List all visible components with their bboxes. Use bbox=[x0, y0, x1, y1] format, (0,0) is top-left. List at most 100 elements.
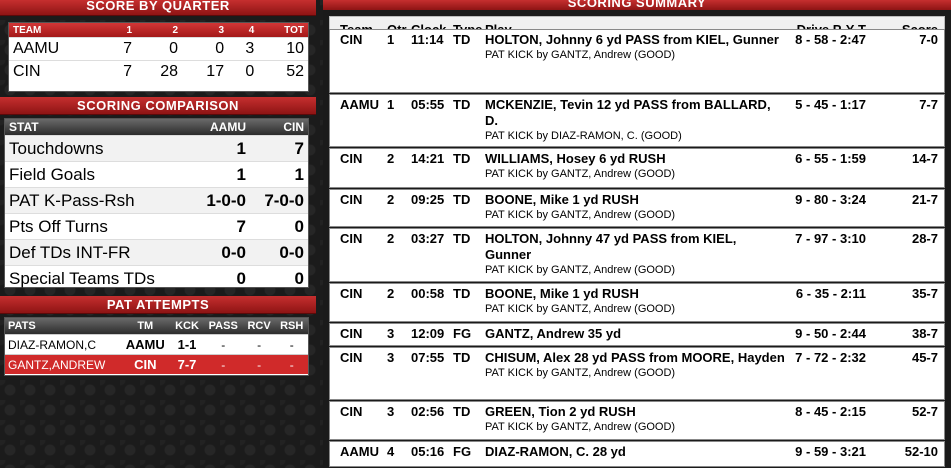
stat-value: 0-0 bbox=[192, 239, 250, 266]
table-cell: - bbox=[242, 354, 276, 374]
column-header: PASS bbox=[203, 318, 243, 335]
pat-description: PAT KICK by GANTZ, Andrew (GOOD) bbox=[485, 367, 676, 379]
pat-description: PAT KICK by GANTZ, Andrew (GOOD) bbox=[485, 49, 676, 61]
clock-cell: 05:16 bbox=[411, 444, 445, 459]
stat-label: Field Goals bbox=[5, 161, 193, 188]
table-row: Special Teams TDs 0 0 bbox=[5, 265, 308, 291]
type-cell: TD bbox=[453, 404, 471, 419]
column-header: CIN bbox=[250, 119, 308, 136]
scoring-summary-panel: Team Qtr Clock Type Play Drive P-Y-T Sco… bbox=[323, 10, 951, 468]
play-description: DIAZ-RAMON, C. 28 yd bbox=[485, 444, 626, 459]
team-cell: CIN bbox=[340, 404, 363, 419]
team-cell: AAMU bbox=[340, 97, 379, 112]
play-cell: WILLIAMS, Hosey 6 yd RUSH PAT KICK by GAN… bbox=[485, 151, 785, 181]
clock-cell: 09:25 bbox=[411, 192, 445, 207]
play-cell: MCKENZIE, Tevin 12 yd PASS from BALLARD,… bbox=[485, 97, 785, 143]
pat-attempts-table: PATS TM KCK PASS RCV RSH DIAZ-RAMON,C AA… bbox=[4, 317, 309, 376]
table-header-row: PATS TM KCK PASS RCV RSH bbox=[5, 318, 308, 335]
clock-cell: 11:14 bbox=[411, 32, 444, 47]
play-description: CHISUM, Alex 28 yd PASS from MOORE, Hayd… bbox=[485, 350, 785, 365]
scoring-play-row: CIN 2 14:21 TD WILLIAMS, Hosey 6 yd RUSH PAT … bbox=[329, 148, 945, 188]
play-description: WILLIAMS, Hosey 6 yd RUSH bbox=[485, 151, 666, 166]
pat-description: PAT KICK by DIAZ-RAMON, C. (GOOD) bbox=[485, 130, 682, 142]
score-cell: 52-10 bbox=[904, 444, 938, 459]
team-cell: AAMU bbox=[9, 37, 106, 61]
scoring-play-row: AAMU 1 05:55 TD MCKENZIE, Tevin 12 yd PASS f… bbox=[329, 94, 945, 147]
quarter-cell: 3 bbox=[387, 326, 395, 341]
stat-label: Pts Off Turns bbox=[5, 213, 193, 240]
table-cell: - bbox=[203, 334, 243, 355]
type-cell: TD bbox=[453, 97, 471, 112]
table-row: Pts Off Turns 7 0 bbox=[5, 213, 308, 240]
quarter-cell: 4 bbox=[387, 444, 395, 459]
play-cell: BOONE, Mike 1 yd RUSH PAT KICK by GANTZ, … bbox=[485, 192, 785, 222]
quarter-cell: 2 bbox=[387, 231, 395, 246]
stat-value: 1 bbox=[250, 161, 308, 188]
column-header: 4 bbox=[228, 23, 259, 38]
play-description: HOLTON, Johnny 47 yd PASS from KIEL, Gun… bbox=[485, 231, 737, 262]
team-cell: CIN bbox=[9, 60, 106, 83]
column-header: TEAM bbox=[9, 23, 106, 38]
column-header: PATS bbox=[5, 318, 121, 335]
score-cell: 7-0 bbox=[919, 32, 938, 47]
play-cell: GREEN, Tion 2 yd RUSH PAT KICK by GANTZ, … bbox=[485, 404, 785, 434]
table-row: Field Goals 1 1 bbox=[5, 161, 308, 188]
pat-description: PAT KICK by GANTZ, Andrew (GOOD) bbox=[485, 421, 676, 433]
table-row: PAT K-Pass-Rsh 1-0-0 7-0-0 bbox=[5, 187, 308, 214]
stat-value: 0 bbox=[250, 265, 308, 291]
drive-cell: 5 - 45 - 1:17 bbox=[795, 97, 866, 112]
play-description: HOLTON, Johnny 6 yd PASS from KIEL, Gunn… bbox=[485, 32, 779, 47]
play-cell: GANTZ, Andrew 35 yd bbox=[485, 326, 785, 342]
column-header: 1 bbox=[105, 23, 136, 38]
pat-description: PAT KICK by GANTZ, Andrew (GOOD) bbox=[485, 264, 676, 276]
play-description: BOONE, Mike 1 yd RUSH bbox=[485, 286, 639, 301]
stat-value: 0 bbox=[192, 265, 250, 291]
pat-description: PAT KICK by GANTZ, Andrew (GOOD) bbox=[485, 209, 676, 221]
score-by-quarter-title: SCORE BY QUARTER bbox=[0, 0, 316, 16]
clock-cell: 05:55 bbox=[411, 97, 445, 112]
stat-value: 1 bbox=[192, 135, 250, 162]
column-header: RSH bbox=[275, 318, 308, 335]
type-cell: TD bbox=[453, 32, 471, 47]
drive-cell: 9 - 80 - 3:24 bbox=[795, 192, 866, 207]
team-cell: CIN bbox=[340, 151, 363, 166]
play-cell: HOLTON, Johnny 6 yd PASS from KIEL, Gunn… bbox=[485, 32, 785, 62]
table-header-row: STAT AAMU CIN bbox=[5, 119, 308, 136]
score-cell: 21-7 bbox=[911, 192, 938, 207]
table-row: DIAZ-RAMON,C AAMU 1-1 - - - bbox=[5, 334, 308, 355]
score-cell: 38-7 bbox=[911, 326, 938, 341]
quarter-cell: 2 bbox=[387, 286, 395, 301]
play-description: GANTZ, Andrew 35 yd bbox=[485, 326, 622, 341]
drive-cell: 8 - 45 - 2:15 bbox=[795, 404, 866, 419]
type-cell: TD bbox=[453, 151, 471, 166]
score-cell: 45-7 bbox=[911, 350, 938, 365]
table-row: AAMU 7 0 0 3 10 bbox=[9, 37, 308, 61]
player-name: DIAZ-RAMON,C bbox=[5, 334, 121, 355]
team-cell: CIN bbox=[120, 354, 171, 374]
clock-cell: 07:55 bbox=[411, 350, 445, 365]
scoring-play-row: CIN 3 02:56 TD GREEN, Tion 2 yd RUSH PAT KICK… bbox=[329, 401, 945, 440]
stat-label: Special Teams TDs bbox=[5, 265, 193, 291]
scoring-play-row: CIN 2 00:58 TD BOONE, Mike 1 yd RUSH PAT KICK… bbox=[329, 283, 945, 322]
quarter-cell: 3 bbox=[387, 404, 395, 419]
scoring-play-row: AAMU 4 05:16 FG DIAZ-RAMON, C. 28 yd 9 - 59 -… bbox=[329, 441, 945, 467]
table-cell: 17 bbox=[182, 60, 229, 83]
scoring-play-row: CIN 2 03:27 TD HOLTON, Johnny 47 yd PASS fro… bbox=[329, 228, 945, 282]
table-row: Touchdowns 1 7 bbox=[5, 135, 308, 162]
drive-cell: 7 - 97 - 3:10 bbox=[795, 231, 866, 246]
table-cell: - bbox=[275, 354, 308, 374]
table-cell: 0 bbox=[136, 37, 183, 61]
total-cell: 10 bbox=[258, 37, 308, 61]
team-cell: CIN bbox=[340, 32, 363, 47]
play-description: MCKENZIE, Tevin 12 yd PASS from BALLARD,… bbox=[485, 97, 771, 128]
table-cell: 1-1 bbox=[170, 334, 204, 355]
table-cell: 0 bbox=[228, 60, 259, 83]
column-header: RCV bbox=[242, 318, 276, 335]
type-cell: TD bbox=[453, 350, 471, 365]
score-cell: 35-7 bbox=[911, 286, 938, 301]
quarter-cell: 1 bbox=[387, 97, 395, 112]
clock-cell: 00:58 bbox=[411, 286, 445, 301]
scoring-play-row: CIN 3 12:09 FG GANTZ, Andrew 35 yd 9 - 50 - 2… bbox=[329, 323, 945, 346]
stat-label: Touchdowns bbox=[5, 135, 193, 162]
drive-cell: 6 - 55 - 1:59 bbox=[795, 151, 866, 166]
